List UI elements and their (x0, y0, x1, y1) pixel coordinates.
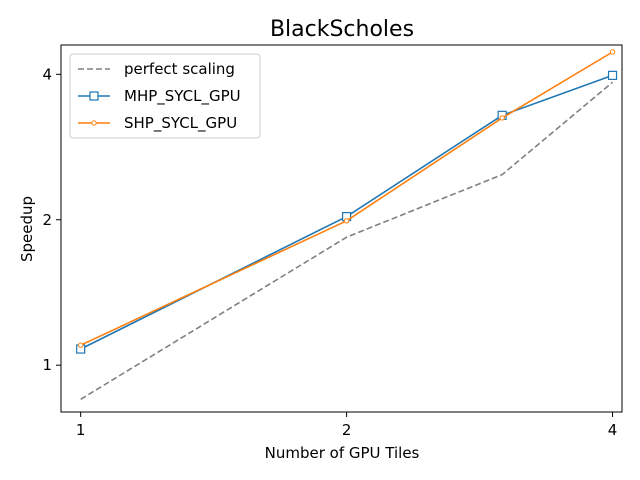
x-tick-label: 4 (608, 421, 618, 439)
series-line-0 (80, 81, 614, 400)
data-point-square (607, 70, 618, 80)
legend-label-1: MHP_SYCL_GPU (124, 87, 241, 106)
ticks-layer: 1 2 4 1 2 4 (42, 65, 617, 439)
data-point-circle (499, 115, 505, 121)
plot-area-frame (60, 44, 623, 413)
y-tick-label: 1 (42, 356, 52, 374)
series-layer (76, 49, 618, 400)
data-point-circle (343, 218, 350, 224)
y-axis-label: Speedup (18, 196, 36, 262)
x-tick-label: 2 (342, 421, 352, 439)
series-line-2 (80, 51, 613, 346)
x-tick-label: 1 (76, 421, 86, 439)
y-tick-label: 2 (42, 211, 52, 229)
chart-title: BlackScholes (270, 17, 414, 42)
legend-label-2: SHP_SYCL_GPU (124, 114, 237, 133)
legend-label-0: perfect scaling (124, 60, 235, 78)
data-point-circle (77, 342, 84, 348)
legend-box (69, 53, 261, 139)
legend-marker-square (89, 91, 99, 101)
data-point-circle (609, 49, 616, 55)
legend: perfect scaling MHP_SYCL_GPU SHP_SYCL_GPU (69, 53, 261, 139)
legend-marker-circle (91, 120, 97, 126)
x-axis-label: Number of GPU Tiles (265, 444, 420, 462)
y-tick-label: 4 (42, 65, 52, 83)
